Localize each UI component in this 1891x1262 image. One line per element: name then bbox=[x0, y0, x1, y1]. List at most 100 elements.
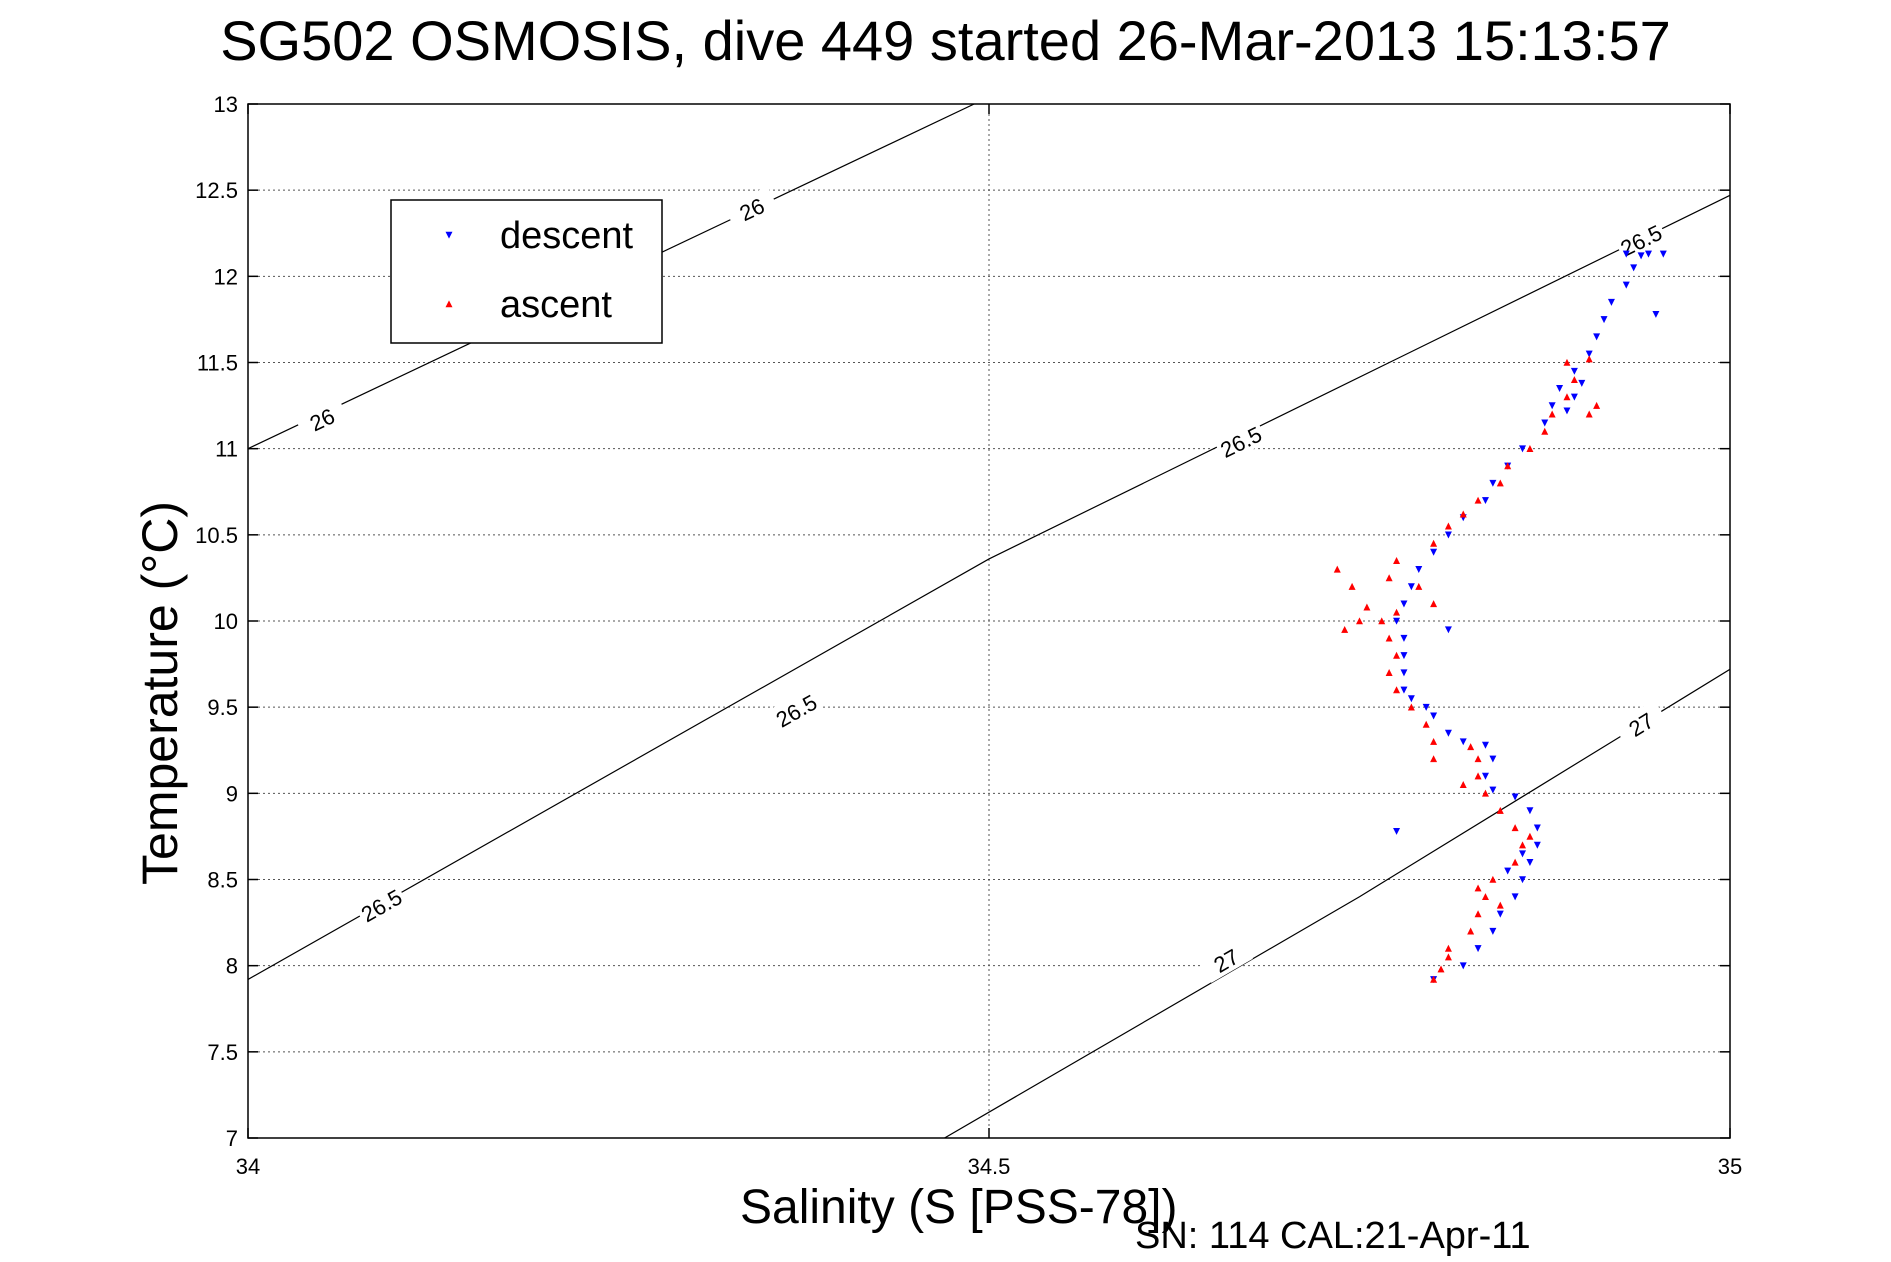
y-tick-label: 11.5 bbox=[197, 351, 238, 376]
descent-point bbox=[1481, 741, 1489, 749]
descent-point bbox=[1637, 252, 1645, 260]
ascent-point bbox=[1341, 625, 1349, 633]
ascent-point bbox=[1467, 927, 1475, 935]
descent-point bbox=[1459, 738, 1467, 746]
descent-point bbox=[1444, 729, 1452, 737]
chart-title: SG502 OSMOSIS, dive 449 started 26-Mar-2… bbox=[220, 9, 1671, 72]
y-tick-label: 7.5 bbox=[207, 1040, 238, 1065]
ascent-point bbox=[1585, 410, 1593, 418]
ascent-point bbox=[1363, 603, 1371, 611]
descent-point bbox=[1496, 910, 1504, 918]
descent-point bbox=[1630, 264, 1638, 272]
contour-label-bg bbox=[1198, 936, 1253, 983]
ascent-point bbox=[1393, 608, 1401, 616]
descent-point bbox=[1474, 945, 1482, 953]
descent-point bbox=[1444, 626, 1452, 634]
descent-point bbox=[1622, 250, 1630, 258]
descent-point bbox=[1489, 755, 1497, 763]
ascent-point bbox=[1481, 789, 1489, 797]
calibration-footer: SN: 114 CAL:21-Apr-11 bbox=[1135, 1215, 1531, 1257]
descent-point bbox=[1570, 393, 1578, 401]
descent-point bbox=[1519, 445, 1527, 453]
descent-point bbox=[1659, 250, 1667, 258]
data-points bbox=[1333, 250, 1667, 984]
ascent-point bbox=[1474, 910, 1482, 918]
descent-point bbox=[1548, 402, 1556, 410]
ascent-point bbox=[1496, 806, 1504, 814]
descent-point bbox=[1393, 617, 1401, 625]
descent-point bbox=[1422, 703, 1430, 711]
descent-point bbox=[1585, 350, 1593, 358]
ascent-point bbox=[1437, 965, 1445, 973]
descent-point bbox=[1526, 807, 1534, 815]
ascent-point bbox=[1348, 582, 1356, 590]
descent-point bbox=[1407, 695, 1415, 703]
ascent-point bbox=[1430, 975, 1438, 983]
ascent-point bbox=[1415, 582, 1423, 590]
descent-point bbox=[1607, 298, 1615, 306]
ascent-point bbox=[1393, 686, 1401, 694]
y-tick-label: 12 bbox=[214, 264, 238, 289]
y-tick-label: 7 bbox=[226, 1126, 238, 1151]
ascent-point bbox=[1459, 510, 1467, 518]
ascent-point bbox=[1496, 901, 1504, 909]
ascent-point bbox=[1519, 841, 1527, 849]
ascent-point bbox=[1548, 410, 1556, 418]
x-tick-label: 35 bbox=[1718, 1154, 1742, 1179]
descent-point bbox=[1489, 479, 1497, 487]
descent-point bbox=[1504, 867, 1512, 875]
ascent-point bbox=[1481, 893, 1489, 901]
x-tick-label: 34 bbox=[236, 1154, 260, 1179]
descent-point bbox=[1526, 858, 1534, 866]
descent-point bbox=[1415, 566, 1423, 573]
ascent-point bbox=[1474, 772, 1482, 780]
descent-point bbox=[1533, 824, 1541, 832]
ascent-point bbox=[1407, 703, 1415, 711]
ascent-point bbox=[1333, 565, 1341, 573]
descent-point bbox=[1489, 786, 1497, 794]
ascent-point bbox=[1459, 781, 1467, 789]
x-tick-label: 34.5 bbox=[968, 1154, 1011, 1179]
contour-label-bg bbox=[353, 881, 409, 928]
descent-point bbox=[1430, 712, 1438, 720]
descent-point bbox=[1622, 281, 1630, 289]
contour-label-bg bbox=[1213, 418, 1268, 464]
descent-point bbox=[1563, 407, 1571, 415]
ascent-point bbox=[1422, 720, 1430, 728]
ascent-point bbox=[1563, 358, 1571, 366]
ascent-point bbox=[1526, 832, 1534, 840]
descent-point bbox=[1645, 250, 1652, 258]
contour-label-bg bbox=[768, 686, 824, 733]
contour-label-bg bbox=[724, 186, 779, 231]
descent-point bbox=[1400, 686, 1408, 694]
descent-point bbox=[1556, 385, 1564, 393]
ascent-point bbox=[1430, 737, 1438, 745]
y-tick-label: 10 bbox=[214, 609, 238, 634]
ascent-point bbox=[1385, 669, 1393, 676]
descent-point bbox=[1400, 652, 1408, 660]
ascent-point bbox=[1474, 755, 1482, 763]
descent-point bbox=[1652, 310, 1660, 318]
axis-ticks: 34 34.5 35 7 7.5 8 8.5 9 9.5 10 10.5 11 11.5 12 12.5 13 bbox=[195, 92, 1742, 1179]
ascent-point bbox=[1593, 401, 1601, 409]
descent-point bbox=[1511, 893, 1519, 901]
descent-point bbox=[1600, 316, 1608, 324]
contour-label-bg bbox=[1613, 699, 1668, 748]
ascent-point bbox=[1385, 634, 1393, 642]
ascent-point bbox=[1430, 755, 1438, 763]
descent-point bbox=[1400, 600, 1408, 608]
ascent-point bbox=[1356, 617, 1363, 625]
y-tick-label: 10.5 bbox=[195, 523, 238, 548]
descent-point bbox=[1393, 827, 1401, 835]
ascent-point bbox=[1489, 875, 1497, 883]
y-tick-label: 11 bbox=[215, 437, 238, 462]
legend-marker-ascent bbox=[445, 300, 453, 308]
y-axis-label: Temperature (°C) bbox=[132, 501, 188, 885]
ascent-point bbox=[1526, 444, 1534, 452]
descent-point bbox=[1407, 583, 1415, 591]
contour-label-bg bbox=[1613, 217, 1668, 262]
ascent-point bbox=[1496, 479, 1504, 487]
ascent-point bbox=[1467, 743, 1475, 751]
descent-point bbox=[1489, 927, 1497, 935]
